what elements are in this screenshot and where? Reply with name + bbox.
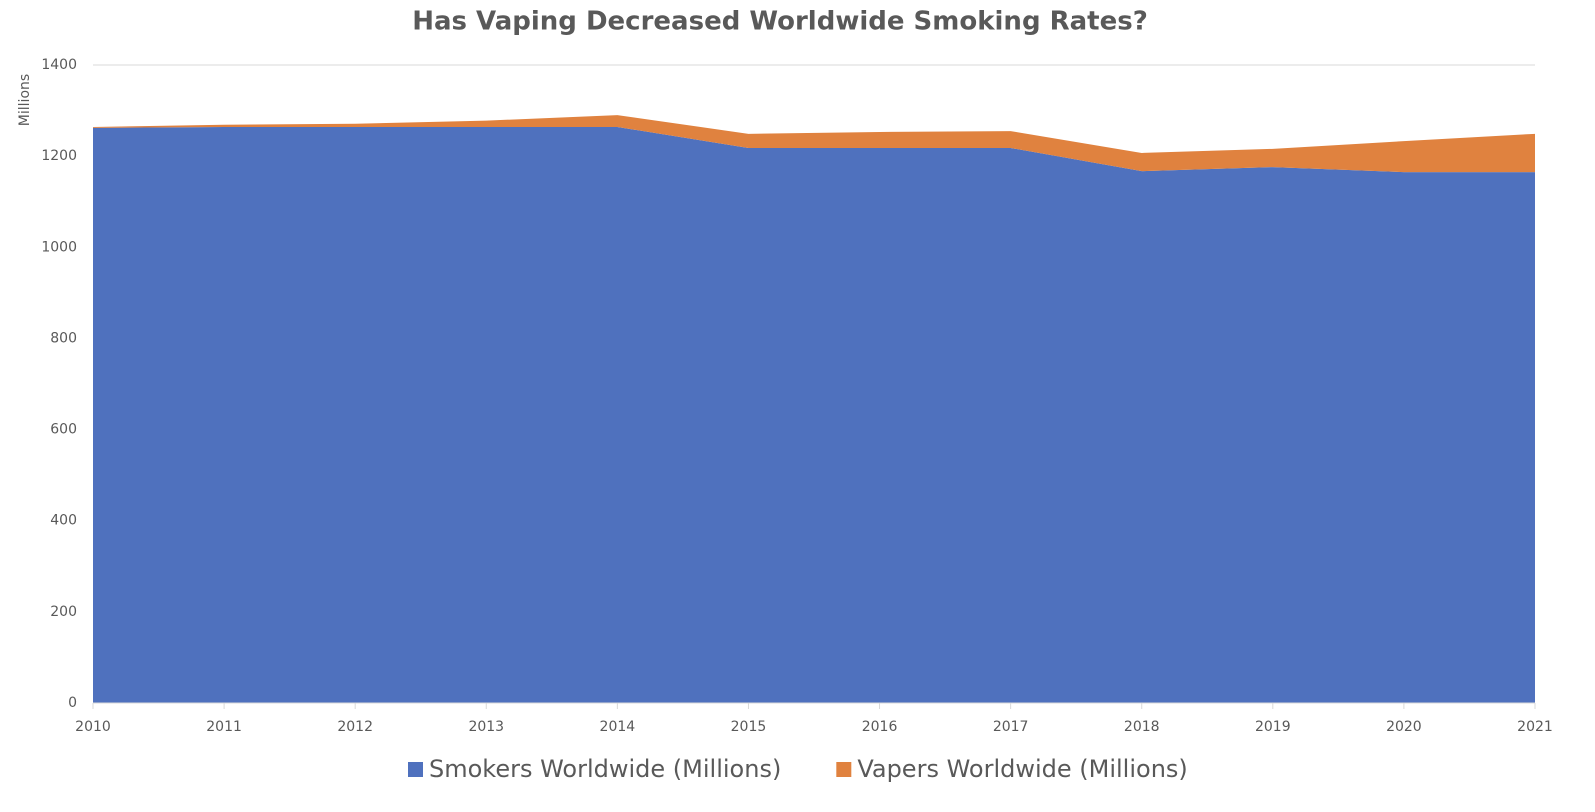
y-tick-label: 1000 [41,239,77,255]
x-tick-label: 2017 [993,719,1029,735]
x-tick-label: 2011 [206,719,242,735]
x-tick-label: 2021 [1517,719,1553,735]
x-tick-label: 2013 [468,719,504,735]
area [93,115,1535,173]
chart-title: Has Vaping Decreased Worldwide Smoking R… [412,7,1148,37]
legend-swatch [836,762,852,777]
x-tick-label: 2015 [731,719,767,735]
x-tick-label: 2020 [1386,719,1422,735]
y-tick-label: 400 [50,513,77,529]
y-tick-label: 1200 [41,148,77,164]
y-tick-label: 1400 [41,57,77,73]
legend-label: Vapers Worldwide (Millions) [857,755,1187,783]
legend-swatch [408,762,423,777]
y-axis-label: Millions [17,74,33,126]
x-tick-label: 2012 [337,719,373,735]
x-tick-label: 2016 [862,719,898,735]
x-tick-label: 2019 [1255,719,1291,735]
y-tick-label: 800 [50,330,77,346]
x-tick-label: 2018 [1124,719,1160,735]
area [93,126,1535,703]
legend-label: Smokers Worldwide (Millions) [429,755,781,783]
y-tick-label: 0 [68,695,77,711]
y-tick-label: 600 [50,422,77,438]
y-tick-label: 200 [50,604,77,620]
x-tick-label: 2010 [75,719,111,735]
x-tick-label: 2014 [600,719,636,735]
